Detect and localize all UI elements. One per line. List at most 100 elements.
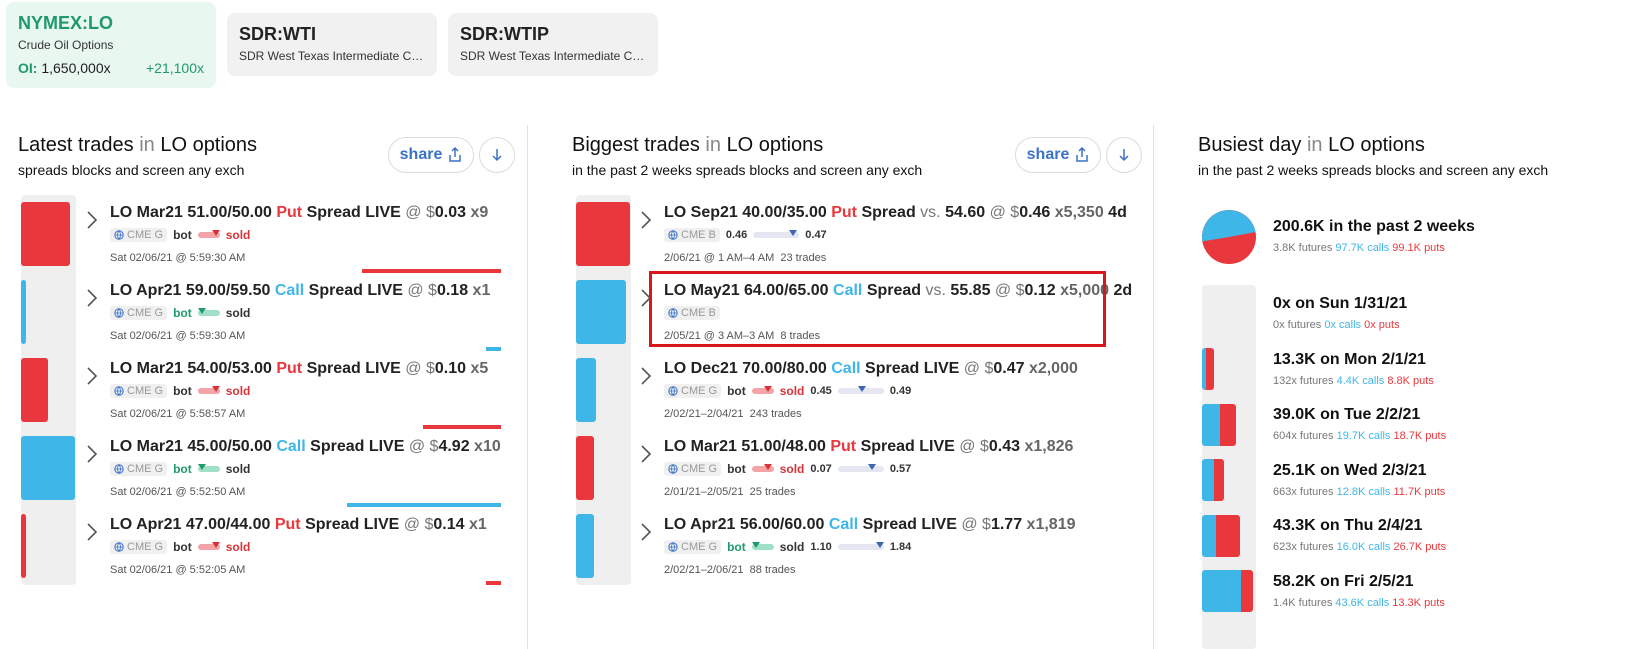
sold-label: sold — [779, 462, 805, 476]
bot-sold-meter — [197, 386, 220, 394]
trade-vs-value: 54.60 — [945, 204, 986, 221]
busiest-day-item[interactable]: 58.2K on Fri 2/5/21 1.4K futures 43.6K ca… — [1273, 573, 1445, 609]
exchange-badge: CME G — [664, 384, 722, 398]
trade-size: x9 — [470, 204, 489, 221]
download-button[interactable] — [1106, 137, 1142, 173]
range-low: 0.46 — [725, 229, 748, 241]
download-icon — [492, 149, 502, 162]
price-range-meter — [837, 464, 884, 472]
bot-label: bot — [173, 384, 192, 398]
globe-icon — [114, 230, 124, 240]
share-icon — [1076, 147, 1089, 162]
trade-kind: Spread LIVE — [306, 204, 401, 221]
trade-contract: LO Mar21 45.00/50.00 — [110, 438, 272, 455]
busiest-day-item[interactable]: 25.1K on Wed 2/3/21 663x futures 12.8K ca… — [1273, 462, 1445, 498]
trade-kind: Spread — [866, 282, 922, 299]
trade-details: CME G bot sold 1.10 1.84 — [664, 540, 911, 554]
trade-row[interactable]: LO Mar21 45.00/50.00 Call Spread LIVE @ … — [86, 436, 516, 514]
trade-time: Sat 02/06/21 @ 5:52:05 AM — [110, 564, 246, 576]
oi-change: +21,100x — [146, 60, 204, 76]
biggest-trades-panel: Biggest trades in LO options in the past… — [572, 120, 1147, 649]
trade-at: @ — [408, 438, 426, 455]
panel-title-in: in — [705, 134, 721, 156]
trade-time: 2/05/21 @ 3 AM–3 AM — [664, 330, 775, 342]
trade-currency: $ — [424, 516, 434, 533]
panel-divider — [1153, 125, 1154, 649]
trade-bar — [576, 280, 626, 344]
busiest-day-item[interactable]: 13.3K on Mon 2/1/21 132x futures 4.4K cal… — [1273, 351, 1434, 387]
trade-details: CME G bot sold — [110, 228, 250, 242]
trade-row[interactable]: LO Mar21 51.00/48.00 Put Spread LIVE @ $… — [640, 436, 1120, 514]
range-low: 1.10 — [810, 541, 832, 553]
trade-contract: LO Apr21 59.00/59.50 — [110, 282, 271, 299]
bot-sold-meter — [197, 542, 220, 550]
sold-label: sold — [225, 306, 251, 320]
trade-row[interactable]: LO Sep21 40.00/35.00 Put Spread vs. 54.6… — [640, 202, 1127, 280]
trade-row[interactable]: LO May21 64.00/65.00 Call Spread vs. 55.… — [640, 280, 1132, 358]
panel-title-product: LO options — [160, 134, 258, 156]
globe-icon — [114, 386, 124, 396]
symbol-tab-sdr-wtip[interactable]: SDR:WTIP SDR West Texas Intermediate Cru… — [448, 13, 658, 76]
trade-at: @ — [405, 360, 422, 377]
busiest-day-item[interactable]: 43.3K on Thu 2/4/21 623x futures 16.0K ca… — [1273, 517, 1446, 553]
trade-row[interactable]: LO Apr21 59.00/59.50 Call Spread LIVE @ … — [86, 280, 516, 358]
day-title: 39.0K on Tue 2/2/21 — [1273, 406, 1421, 423]
price-range-meter — [753, 230, 800, 238]
day-futures: 663x futures — [1273, 485, 1334, 498]
symbol-tab-sdr-wti[interactable]: SDR:WTI SDR West Texas Intermediate Crud… — [227, 13, 437, 76]
daily-volume-strip — [1202, 285, 1256, 649]
trade-summary: LO Apr21 47.00/44.00 Put Spread LIVE @ $… — [110, 516, 487, 534]
day-meta: 604x futures 19.7K calls 18.7K puts — [1273, 430, 1446, 442]
trade-row[interactable]: LO Mar21 54.00/53.00 Put Spread LIVE @ $… — [86, 358, 516, 436]
day-title: 43.3K on Thu 2/4/21 — [1273, 517, 1423, 534]
busiest-day-item[interactable]: 39.0K on Tue 2/2/21 604x futures 19.7K ca… — [1273, 406, 1446, 442]
chevron-right-icon — [87, 523, 98, 541]
trade-row[interactable]: LO Dec21 70.00/80.00 Call Spread LIVE @ … — [640, 358, 1120, 436]
symbol-tab-nymex-lo[interactable]: NYMEX:LO Crude Oil Options OI: 1,650,000… — [6, 2, 216, 88]
trade-size-strip — [21, 195, 76, 585]
day-calls-bar — [1202, 403, 1220, 446]
day-futures: 132x futures — [1273, 374, 1334, 387]
trade-size: x1 — [472, 282, 491, 299]
exchange-badge: CME B — [664, 306, 720, 320]
trade-row[interactable]: LO Apr21 56.00/60.00 Call Spread LIVE @ … — [640, 514, 1120, 592]
day-puts: 11.7K puts — [1393, 485, 1446, 498]
day-puts-bar — [1241, 570, 1254, 612]
chevron-right-icon — [641, 523, 652, 541]
exchange-label: CME G — [127, 229, 164, 241]
busiest-day-item[interactable]: 0x on Sun 1/31/21 0x futures 0x calls 0x … — [1273, 295, 1407, 331]
trade-contract: LO May21 64.00/65.00 — [664, 282, 829, 299]
bot-sold-meter — [197, 464, 220, 472]
day-calls: 16.0K calls — [1336, 541, 1391, 553]
trade-size-strip — [576, 195, 631, 585]
panel-subtitle: spreads blocks and screen any exch — [18, 162, 245, 178]
trade-time-range: 2/05/21 @ 3 AM–3 AM 8 trades — [664, 330, 820, 342]
trade-size-bar — [486, 581, 501, 585]
panel-title-in: in — [1306, 134, 1323, 156]
day-calls: 0x calls — [1324, 319, 1362, 331]
day-futures: 604x futures — [1273, 430, 1334, 442]
trade-at: @ — [405, 204, 422, 221]
trade-bar — [576, 358, 596, 422]
pie-calls — [1202, 210, 1256, 242]
day-calls: 19.7K calls — [1336, 430, 1391, 442]
trade-time-range: 2/02/21–2/06/21 88 trades — [664, 564, 796, 576]
trade-bar — [21, 514, 26, 578]
day-futures: 1.4K futures — [1273, 596, 1333, 609]
trade-summary: LO May21 64.00/65.00 Call Spread vs. 55.… — [664, 282, 1132, 300]
exchange-label: CME G — [127, 307, 164, 319]
trade-details: CME B 0.46 0.47 — [664, 228, 827, 242]
bot-label: bot — [173, 462, 192, 476]
day-calls-bar — [1202, 570, 1242, 612]
trade-row[interactable]: LO Mar21 51.00/50.00 Put Spread LIVE @ $… — [86, 202, 516, 280]
trade-kind: Spread LIVE — [305, 516, 400, 533]
share-button[interactable]: share — [1015, 137, 1101, 173]
day-futures: 0x futures — [1273, 319, 1322, 331]
trade-currency: $ — [1015, 282, 1025, 299]
trade-row[interactable]: LO Apr21 47.00/44.00 Put Spread LIVE @ $… — [86, 514, 516, 592]
download-button[interactable] — [479, 137, 515, 173]
sold-label: sold — [225, 384, 251, 398]
trade-size-bar — [362, 269, 501, 273]
share-button[interactable]: share — [388, 137, 474, 173]
day-title: 25.1K on Wed 2/3/21 — [1273, 461, 1427, 479]
